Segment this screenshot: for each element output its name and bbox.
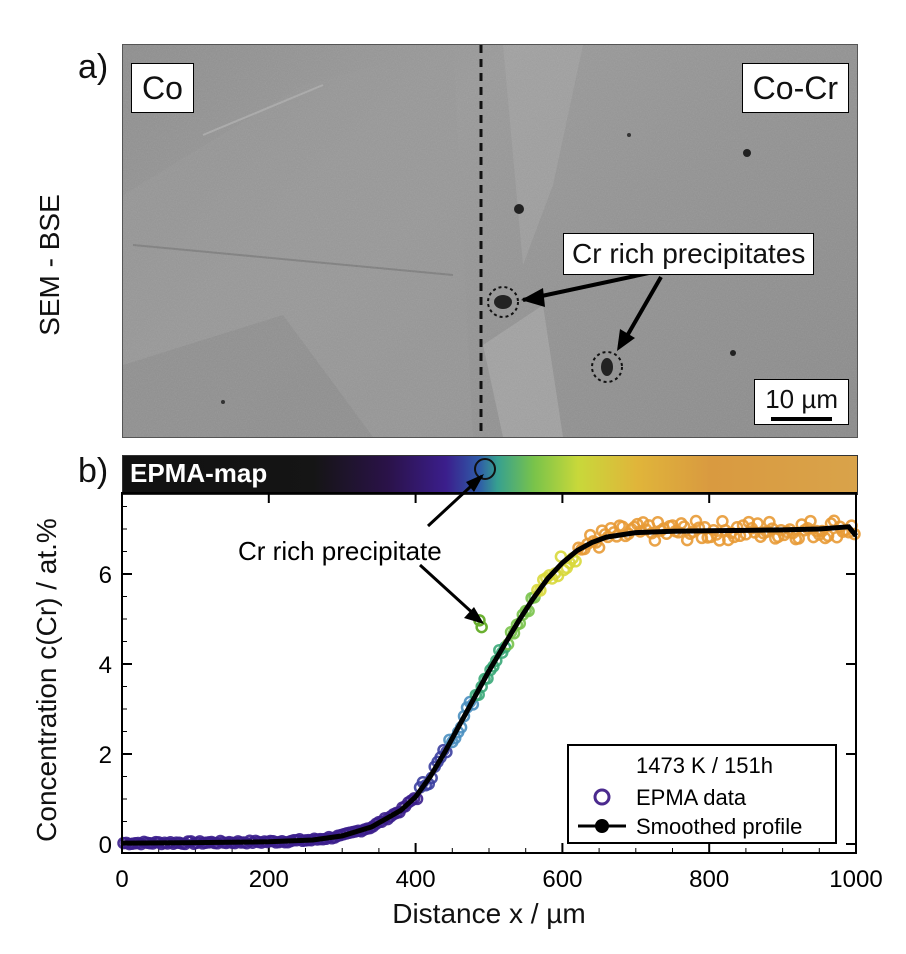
epma-point	[584, 528, 597, 542]
x-tick-label: 800	[689, 866, 729, 893]
y-tick-label: 0	[99, 832, 112, 859]
x-tick-label: 1000	[829, 866, 882, 893]
sem-image: Co Co-Cr Cr rich precipitates 10 µm	[122, 44, 858, 438]
epma-point	[680, 533, 694, 547]
epma-point	[689, 514, 703, 528]
x-tick-label: 600	[542, 866, 582, 893]
epma-point	[763, 515, 776, 529]
precipitate-marker	[474, 458, 496, 480]
panel-a-label: a)	[78, 48, 109, 86]
legend-title: 1473 K / 151h	[636, 753, 773, 778]
y-tick-label: 4	[99, 652, 112, 679]
tick-labels: 0 200 400 600 800 1000 0 2 4 6	[99, 562, 883, 893]
legend-entry-epma: EPMA data	[636, 785, 747, 810]
epma-point	[648, 534, 662, 547]
plot-frame	[121, 492, 857, 854]
epma-point	[804, 514, 817, 528]
precipitate-arrow-up-head	[466, 474, 484, 492]
panel-b-label: b)	[78, 452, 109, 490]
x-tick-label: 200	[249, 866, 289, 893]
epma-point	[631, 517, 644, 531]
epma-point	[569, 555, 582, 568]
co-label: Co	[131, 63, 194, 113]
smoothed-profile-line	[121, 524, 858, 846]
precipitate-arrow-down-head	[464, 607, 484, 624]
epma-map-label: EPMA-map	[130, 458, 268, 488]
precipitate-annotation: Cr rich precipitate	[238, 536, 442, 566]
epma-point	[592, 541, 606, 554]
legend: 1473 K / 151h EPMA data Smoothed profile	[567, 744, 837, 844]
legend-marker-epma	[593, 788, 611, 806]
co-cr-label: Co-Cr	[741, 63, 849, 113]
epma-point	[807, 530, 820, 544]
y-tick-label: 6	[99, 562, 112, 589]
precipitate-arrow-down	[418, 563, 478, 618]
precipitates-label: Cr rich precipitates	[563, 233, 815, 275]
epma-point	[848, 527, 861, 541]
y-tick-label: 2	[99, 742, 112, 769]
x-tick-label: 0	[115, 866, 128, 893]
x-axis-title: Distance x / µm	[392, 898, 586, 929]
legend-entry-smoothed: Smoothed profile	[636, 814, 802, 839]
scale-bar: 10 µm	[754, 379, 849, 425]
sem-texture	[123, 45, 857, 437]
epma-point	[792, 532, 805, 545]
x-tick-label: 400	[396, 866, 436, 893]
legend-marker-smoothed	[595, 819, 609, 833]
epma-point	[675, 517, 688, 530]
